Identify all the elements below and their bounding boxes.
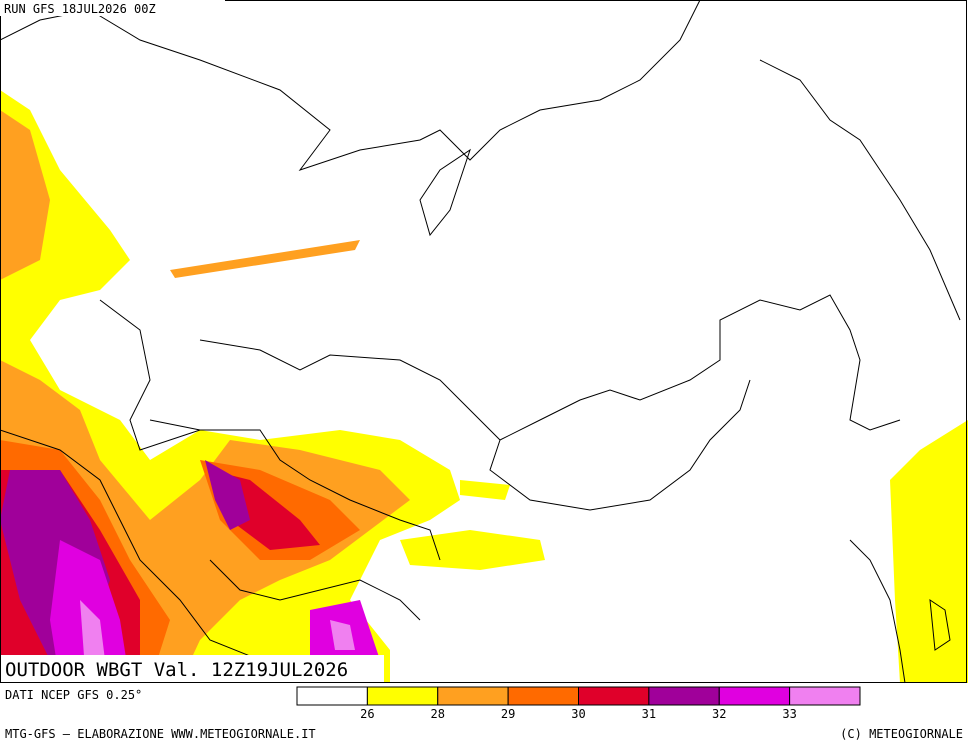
color-legend: 26 28 29 30 31 32 33 bbox=[296, 686, 861, 721]
legend-swatch bbox=[578, 686, 650, 706]
legend-swatch bbox=[296, 686, 368, 706]
legend-label: 30 bbox=[571, 707, 585, 721]
orange-field bbox=[0, 110, 50, 280]
legend-label: 32 bbox=[712, 707, 726, 721]
yellow-field bbox=[890, 420, 968, 683]
footer-left: MTG-GFS — ELABORAZIONE WWW.METEOGIORNALE… bbox=[5, 727, 316, 741]
title-background bbox=[1, 655, 384, 682]
orange-streak bbox=[170, 240, 360, 278]
legend-swatch bbox=[437, 686, 509, 706]
borders bbox=[0, 0, 961, 684]
map-title: OUTDOOR WBGT Val. 12Z19JUL2026 bbox=[5, 659, 348, 681]
legend-label: 26 bbox=[360, 707, 374, 721]
source-label: DATI NCEP GFS 0.25° bbox=[5, 688, 142, 702]
legend-swatch bbox=[718, 686, 791, 706]
legend-swatch bbox=[507, 686, 579, 706]
legend-label: 31 bbox=[642, 707, 656, 721]
legend-label: 28 bbox=[431, 707, 445, 721]
legend-label: 29 bbox=[501, 707, 515, 721]
legend-swatch bbox=[648, 686, 720, 706]
legend-swatch bbox=[789, 686, 861, 706]
header-background bbox=[0, 0, 225, 16]
legend-swatch bbox=[366, 686, 439, 706]
map-frame bbox=[0, 0, 967, 683]
run-label: RUN GFS 18JUL2026 00Z bbox=[4, 2, 156, 16]
temperature-fields bbox=[0, 90, 968, 683]
footer-right: (C) METEOGIORNALE bbox=[840, 727, 963, 741]
legend-label: 33 bbox=[782, 707, 796, 721]
